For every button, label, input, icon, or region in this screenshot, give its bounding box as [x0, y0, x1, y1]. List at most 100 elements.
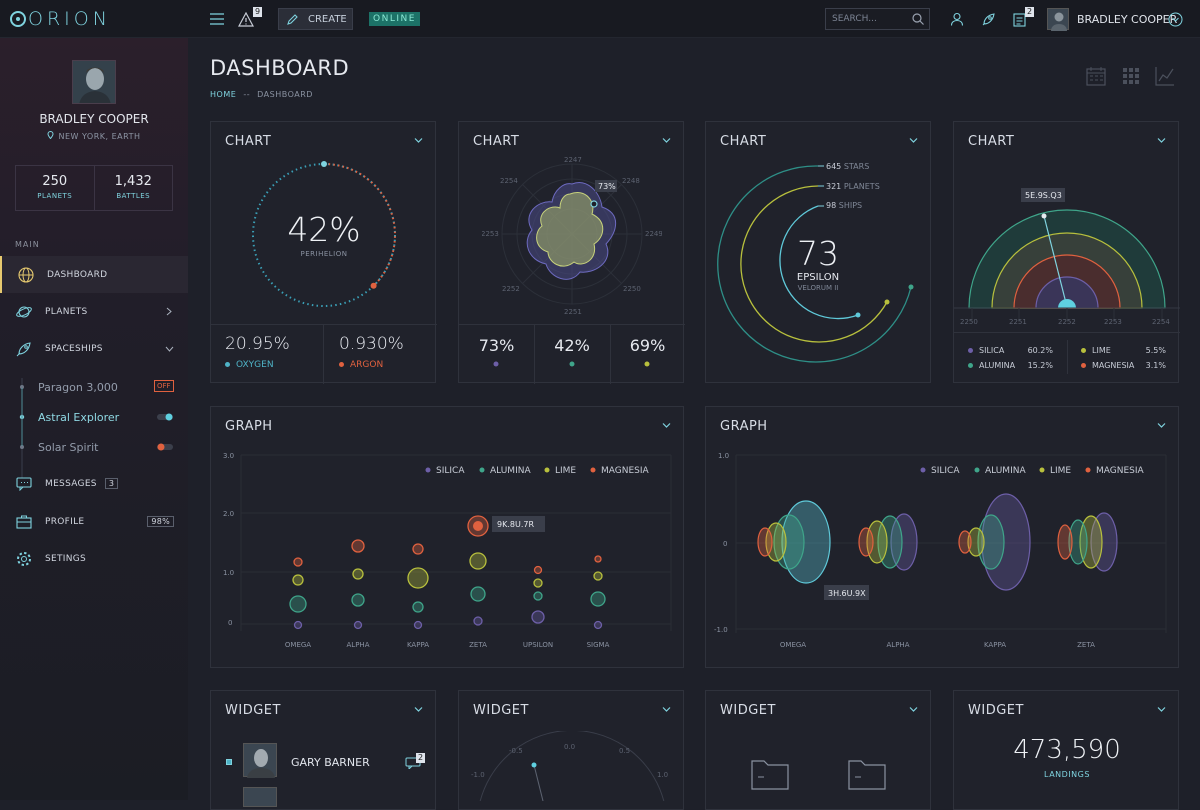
user-name[interactable]: BRADLEY COOPER	[1077, 12, 1178, 26]
alerts-count-badge: 9	[253, 7, 263, 17]
divider	[954, 332, 1180, 333]
y-tick: -1.0	[714, 626, 728, 634]
chevron-down-icon[interactable]	[909, 136, 918, 145]
chart-panel-4: CHART 5E.9S.Q3 2250 2251 2252 2253 2254 …	[953, 121, 1180, 383]
radar-stat-dots	[493, 361, 650, 367]
half-ring-chart: 5E.9S.Q3 2250 2251 2252 2253 2254	[954, 188, 1180, 326]
calendar-icon[interactable]	[1086, 66, 1106, 86]
x-category: KAPPA	[984, 641, 1006, 649]
astral-explorer-toggle[interactable]	[157, 413, 173, 421]
profile-avatar[interactable]	[72, 60, 116, 104]
gear-icon	[15, 550, 33, 568]
contact-message-count: 2	[416, 753, 426, 763]
grid-icon[interactable]	[1121, 66, 1141, 86]
chart-1-title: CHART	[225, 134, 272, 149]
chevron-down-icon[interactable]	[414, 136, 423, 145]
messages-count-badge: 3	[104, 478, 119, 489]
user-avatar[interactable]	[1047, 8, 1069, 31]
divider	[459, 324, 685, 325]
folder-icon[interactable]	[750, 757, 790, 791]
divider	[211, 324, 437, 325]
bubble-graph: 3.0 2.0 1.0 0 9K.8U.7R OMEGA ALPHA KAPPA…	[223, 452, 672, 649]
folder-icon[interactable]	[847, 757, 887, 791]
half-ring-axis-label: 2251	[1009, 318, 1027, 326]
x-category: ZETA	[1077, 641, 1095, 649]
chevron-down-icon[interactable]	[662, 705, 671, 714]
radar-stat-3: 69%	[629, 336, 666, 355]
x-category: ZETA	[469, 641, 487, 649]
legend-lime: LIME 5.5%	[1081, 346, 1166, 355]
epsilon-sublabel: VELORUM II	[797, 284, 839, 292]
subnav-item-paragon[interactable]: Paragon 3,000	[38, 381, 118, 394]
alert-icon[interactable]	[238, 0, 254, 38]
gauge-tick: 1.0	[657, 771, 668, 779]
chevron-down-icon[interactable]	[1157, 421, 1166, 430]
paragon-off-badge[interactable]: OFF	[154, 380, 174, 392]
divider	[610, 324, 611, 384]
solar-spirit-toggle[interactable]	[157, 443, 173, 451]
widget-3-title: WIDGET	[720, 703, 776, 718]
legend-alumina: ALUMINA 15.2%	[968, 361, 1053, 370]
stat-battles: 1,432 BATTLES	[93, 166, 173, 210]
subnav-item-solar-spirit[interactable]: Solar Spirit	[38, 441, 99, 454]
x-category: OMEGA	[285, 641, 311, 649]
sidebar-item-settings[interactable]: SETINGS	[0, 540, 188, 577]
profile-name: BRADLEY COOPER	[39, 112, 149, 126]
create-button[interactable]: CREATE	[278, 8, 353, 30]
graph-panel-2: GRAPH 1.0 0 -1.0 3H.6U.9X	[705, 406, 1179, 668]
y-tick: 0	[228, 619, 232, 627]
search-input[interactable]: SEARCH...	[825, 8, 930, 30]
graph-panel-1: GRAPH 3.0 2.0 1.0 0 9K.8U.7R OMEGA ALPHA…	[210, 406, 684, 668]
chart-4-title: CHART	[968, 134, 1015, 149]
breadcrumb-current: DASHBOARD	[257, 90, 313, 99]
stats-chart-icon[interactable]	[1155, 66, 1175, 86]
sidebar-item-messages[interactable]: MESSAGES 3	[0, 465, 188, 502]
user-icon[interactable]	[950, 0, 964, 38]
chevron-down-icon[interactable]	[1157, 136, 1166, 145]
sidebar-item-planets[interactable]: PLANETS	[0, 293, 188, 330]
bubble-tooltip: 9K.8U.7R	[497, 520, 534, 529]
chart-2-title: CHART	[473, 134, 520, 149]
x-category: ALPHA	[887, 641, 910, 649]
graph-2-title: GRAPH	[720, 419, 768, 434]
contact-name[interactable]: GARY BARNER	[291, 756, 370, 769]
page-title: DASHBOARD	[210, 56, 350, 80]
next-contact-avatar[interactable]	[243, 787, 277, 807]
chart-panel-2: CHART 2247 2248 2249 2250 2251 2252 2253…	[458, 121, 685, 384]
sidebar-item-profile[interactable]: PROFILE 98%	[0, 503, 188, 540]
sidebar-item-spaceships[interactable]: SPACESHIPS	[0, 330, 188, 367]
legend-magnesia: MAGNESIA 3.1%	[1081, 361, 1166, 370]
notes-icon[interactable]	[1013, 0, 1026, 38]
chart-3-title: CHART	[720, 134, 767, 149]
gauge-tick: -0.5	[509, 747, 523, 755]
y-tick: 2.0	[223, 510, 234, 518]
stat-planets: 250 PLANETS	[37, 174, 73, 200]
location-pin-icon	[47, 131, 54, 140]
chevron-down-icon[interactable]	[909, 705, 918, 714]
app-logo[interactable]: ORION	[10, 8, 111, 30]
chevron-down-icon	[165, 346, 174, 352]
profile-location: NEW YORK, EARTH	[0, 131, 188, 141]
gary-barner-avatar[interactable]	[243, 743, 277, 778]
menu-icon[interactable]	[210, 0, 224, 38]
list-selector[interactable]	[226, 759, 232, 765]
chevron-down-icon[interactable]	[1168, 0, 1183, 38]
chevron-down-icon[interactable]	[414, 705, 423, 714]
breadcrumb: HOME -- DASHBOARD	[210, 90, 313, 99]
radar-axis-label: 2251	[564, 308, 582, 316]
subnav-item-astral-explorer[interactable]: Astral Explorer	[38, 411, 120, 424]
breadcrumb-home[interactable]: HOME	[210, 90, 237, 99]
half-ring-axis-label: 2254	[1152, 318, 1170, 326]
epsilon-arc-chart	[717, 165, 914, 363]
oxygen-label: OXYGEN	[225, 360, 274, 370]
chevron-down-icon[interactable]	[662, 421, 671, 430]
sidebar-item-dashboard[interactable]: DASHBOARD	[0, 256, 188, 293]
widget-panel-1: WIDGET GARY BARNER 2	[210, 690, 436, 810]
chevron-down-icon[interactable]	[662, 136, 671, 145]
search-icon[interactable]	[912, 13, 924, 25]
y-tick: 0	[723, 540, 727, 548]
rocket-icon[interactable]	[981, 0, 996, 38]
chevron-down-icon[interactable]	[1157, 705, 1166, 714]
radar-stat-1: 73%	[478, 336, 515, 355]
profile-completion-badge: 98%	[147, 516, 174, 527]
